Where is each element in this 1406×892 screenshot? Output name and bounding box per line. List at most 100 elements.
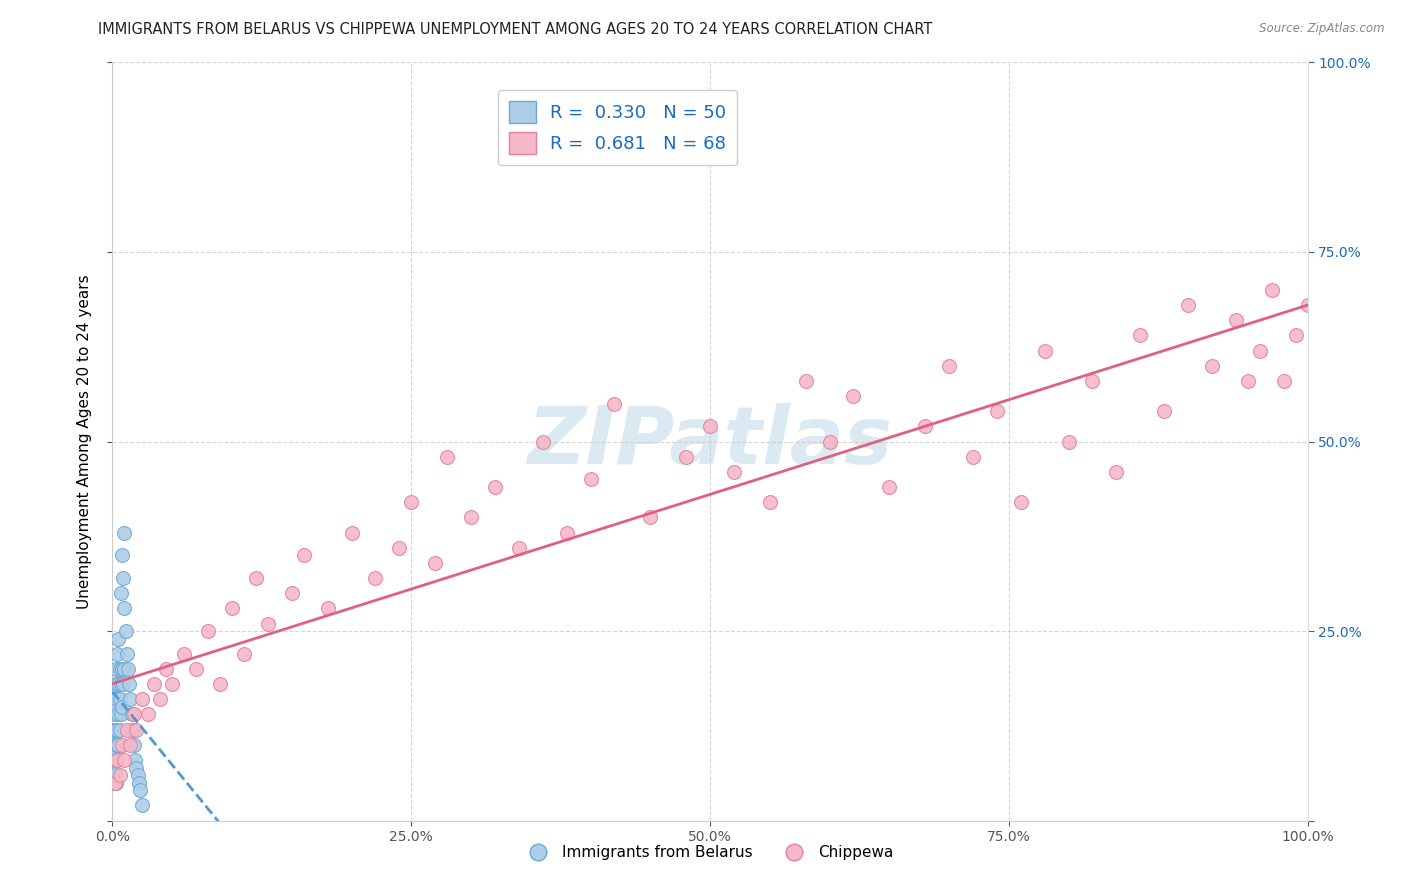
Point bbox=[914, 419, 936, 434]
Point bbox=[1249, 343, 1271, 358]
Point bbox=[233, 647, 256, 661]
Point bbox=[115, 647, 138, 661]
Point bbox=[122, 738, 145, 752]
Point bbox=[104, 776, 127, 790]
Point bbox=[115, 723, 138, 737]
Point bbox=[103, 723, 125, 737]
Point bbox=[962, 450, 984, 464]
Text: ZIPatlas: ZIPatlas bbox=[527, 402, 893, 481]
Point bbox=[603, 396, 626, 410]
Point bbox=[531, 434, 554, 449]
Point bbox=[1129, 328, 1152, 343]
Point bbox=[105, 738, 128, 752]
Point bbox=[105, 692, 128, 706]
Point bbox=[122, 707, 145, 722]
Point bbox=[125, 723, 148, 737]
Point bbox=[111, 548, 134, 563]
Point bbox=[879, 480, 901, 494]
Point bbox=[364, 571, 387, 585]
Point bbox=[1177, 298, 1199, 312]
Y-axis label: Unemployment Among Ages 20 to 24 years: Unemployment Among Ages 20 to 24 years bbox=[77, 274, 91, 609]
Point bbox=[818, 434, 841, 449]
Point bbox=[292, 548, 315, 563]
Point bbox=[108, 723, 131, 737]
Point bbox=[117, 662, 139, 676]
Point bbox=[104, 746, 127, 760]
Point bbox=[112, 571, 135, 585]
Point bbox=[114, 525, 135, 540]
Point bbox=[121, 707, 143, 722]
Point bbox=[1296, 298, 1319, 312]
Point bbox=[103, 753, 125, 767]
Point bbox=[114, 601, 135, 615]
Point bbox=[108, 662, 131, 676]
Point bbox=[1153, 404, 1175, 418]
Point bbox=[104, 692, 127, 706]
Point bbox=[125, 760, 148, 774]
Point bbox=[173, 647, 195, 661]
Point bbox=[105, 662, 128, 676]
Point bbox=[127, 768, 149, 782]
Point bbox=[111, 699, 134, 714]
Point bbox=[1057, 434, 1080, 449]
Point bbox=[114, 662, 135, 676]
Point bbox=[986, 404, 1008, 418]
Point bbox=[1272, 374, 1295, 388]
Point bbox=[110, 707, 132, 722]
Point bbox=[107, 738, 129, 752]
Point bbox=[104, 707, 127, 722]
Point bbox=[1105, 465, 1128, 479]
Point bbox=[1225, 313, 1247, 327]
Point bbox=[340, 525, 363, 540]
Point bbox=[316, 601, 339, 615]
Point bbox=[257, 616, 280, 631]
Point bbox=[112, 677, 135, 691]
Point bbox=[111, 738, 134, 752]
Point bbox=[120, 738, 142, 752]
Point bbox=[129, 783, 152, 797]
Point bbox=[209, 677, 232, 691]
Point bbox=[105, 753, 128, 767]
Point bbox=[108, 768, 131, 782]
Text: Source: ZipAtlas.com: Source: ZipAtlas.com bbox=[1260, 22, 1385, 36]
Point bbox=[110, 586, 132, 600]
Point bbox=[121, 723, 143, 737]
Point bbox=[105, 723, 128, 737]
Point bbox=[118, 677, 141, 691]
Point bbox=[143, 677, 166, 691]
Point bbox=[425, 556, 447, 570]
Point bbox=[149, 692, 172, 706]
Point bbox=[197, 624, 219, 639]
Point bbox=[186, 662, 208, 676]
Point bbox=[1201, 359, 1223, 373]
Point bbox=[111, 662, 134, 676]
Point bbox=[107, 677, 129, 691]
Point bbox=[579, 473, 602, 487]
Point bbox=[114, 624, 136, 639]
Point bbox=[1285, 328, 1308, 343]
Text: IMMIGRANTS FROM BELARUS VS CHIPPEWA UNEMPLOYMENT AMONG AGES 20 TO 24 YEARS CORRE: IMMIGRANTS FROM BELARUS VS CHIPPEWA UNEM… bbox=[98, 22, 932, 37]
Point bbox=[114, 753, 135, 767]
Point bbox=[1081, 374, 1104, 388]
Point bbox=[245, 571, 267, 585]
Point bbox=[221, 601, 243, 615]
Point bbox=[723, 465, 745, 479]
Point bbox=[120, 692, 142, 706]
Point bbox=[105, 647, 128, 661]
Point bbox=[155, 662, 177, 676]
Point bbox=[460, 510, 482, 524]
Point bbox=[388, 541, 411, 555]
Point bbox=[162, 677, 183, 691]
Point bbox=[401, 495, 423, 509]
Point bbox=[484, 480, 506, 494]
Point bbox=[107, 707, 129, 722]
Point bbox=[842, 389, 865, 403]
Point bbox=[105, 677, 128, 691]
Point bbox=[104, 768, 127, 782]
Point bbox=[128, 776, 150, 790]
Point bbox=[759, 495, 782, 509]
Point bbox=[138, 707, 160, 722]
Point bbox=[1010, 495, 1032, 509]
Point bbox=[105, 699, 128, 714]
Point bbox=[105, 776, 128, 790]
